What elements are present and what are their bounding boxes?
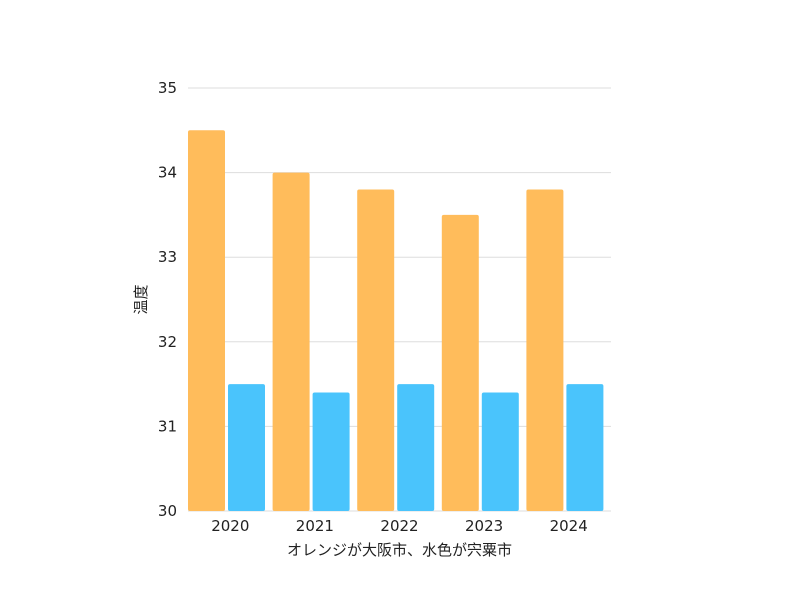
x-tick-label-2022: 2022 (380, 517, 418, 535)
y-tick-label: 32 (158, 333, 177, 351)
bar-2020-series-1 (188, 130, 225, 512)
x-tick-label-2024: 2024 (550, 517, 588, 535)
bar-2023-series-2 (481, 392, 519, 511)
bar-2022-series-2 (397, 384, 435, 511)
x-tick-label-2023: 2023 (465, 517, 503, 535)
bar-2023-series-1 (441, 214, 479, 511)
x-tick-label-2020: 2020 (211, 517, 249, 535)
y-tick-label: 30 (158, 502, 177, 520)
y-tick-label: 33 (158, 248, 177, 266)
bar-2021-series-2 (312, 392, 350, 511)
x-axis-label: オレンジが大阪市、水色が宍粟市 (287, 541, 512, 559)
bars (188, 130, 604, 512)
y-axis-label: 温度 (132, 284, 150, 314)
bar-2024-series-2 (566, 384, 604, 511)
y-tick-label: 34 (158, 164, 177, 182)
x-tick-label-2021: 2021 (296, 517, 334, 535)
bar-2021-series-1 (272, 172, 310, 511)
y-tick-labels: 30 31 32 33 34 35 (158, 79, 177, 520)
y-tick-label: 31 (158, 417, 177, 435)
bar-2022-series-1 (357, 189, 395, 511)
bar-2024-series-1 (526, 189, 564, 511)
bar-2020-series-2 (228, 384, 265, 511)
x-tick-labels: 2020 2021 2022 2023 2024 (211, 517, 588, 535)
y-tick-label: 35 (158, 79, 177, 97)
